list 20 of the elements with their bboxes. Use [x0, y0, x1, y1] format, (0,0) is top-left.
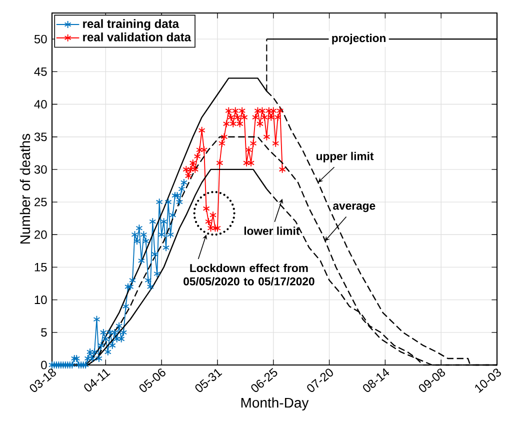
y-tick-label: 10	[34, 296, 47, 304]
annotation: upper limit	[316, 152, 374, 162]
y-tick-label: 40	[34, 100, 47, 109]
x-axis-title: Month-Day	[241, 397, 309, 410]
annotation: lower limit	[244, 226, 300, 235]
y-tick-label: 0	[41, 360, 47, 370]
ref-line-label: projection	[332, 34, 386, 44]
y-tick-label: 45	[34, 67, 47, 76]
y-tick-label: 25	[34, 198, 47, 206]
y-tick-label: 50	[34, 34, 47, 44]
y-tick-label: 30	[34, 165, 47, 174]
y-tick-label: 35	[34, 132, 47, 142]
y-tick-label: 20	[34, 230, 47, 239]
y-tick-label: 5	[41, 328, 47, 337]
annotation: Lockdown effect from 05/05/2020 to 05/17/2020	[184, 264, 314, 286]
y-axis-title: Number of deaths	[20, 134, 30, 244]
annotation: average	[333, 204, 376, 212]
legend-label: real training data	[83, 19, 180, 30]
y-tick-label: 15	[34, 263, 47, 272]
legend-label: real validation data	[83, 32, 192, 42]
